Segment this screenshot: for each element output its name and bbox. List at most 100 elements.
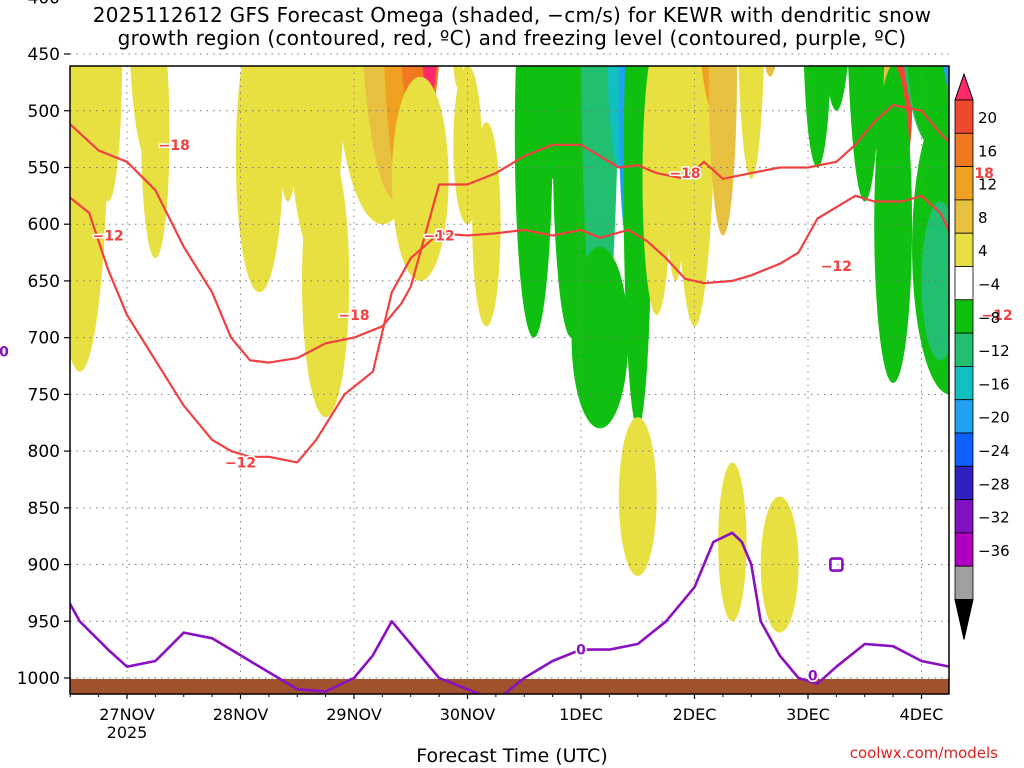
contour-closed-0 [829, 557, 844, 572]
omega-cell [468, 0, 487, 43]
omega-shading [0, 0, 1016, 633]
omega-cell [709, 0, 737, 65]
contour-label: −12 [982, 308, 1013, 324]
omega-cell [974, 0, 1002, 20]
contours [70, 104, 949, 694]
colorbar-label: −16 [978, 375, 1010, 393]
omega-cell [922, 0, 979, 65]
y-tick-label-1000: 1000 [17, 669, 60, 689]
contour-label: −18 [338, 308, 369, 324]
surface-terrain [70, 679, 949, 694]
omega-cell [718, 462, 747, 622]
colorbar-swatch [954, 432, 974, 467]
colorbar-label: −28 [978, 475, 1010, 493]
omega-cell [165, 0, 184, 65]
x-axis-title: Forecast Time (UTC) [416, 745, 608, 767]
colorbar-label: 20 [978, 109, 997, 127]
contour-label: 0 [576, 643, 586, 659]
colorbar-swatch [954, 99, 974, 134]
contour-label: 0 [0, 344, 9, 360]
y-axis: 2503003504004505005506006507007508008509… [17, 0, 70, 689]
colorbar-swatch [954, 166, 974, 201]
contour-line-−18 [70, 104, 949, 364]
contour-label: −12 [225, 455, 256, 471]
plot-frame [69, 65, 950, 695]
colorbar-label: 8 [978, 209, 988, 227]
colorbar-label: 16 [978, 142, 997, 160]
y-tick-label-800: 800 [28, 442, 60, 462]
x-tick-label-3DEC: 3DEC [786, 705, 830, 724]
omega-cell [738, 66, 764, 179]
chart-title: 2025112612 GFS Forecast Omega (shaded, −… [0, 4, 1024, 50]
colorbar-swatch [954, 532, 974, 567]
colorbar-swatch [954, 332, 974, 367]
terrain-band [70, 679, 949, 694]
x-tick-label-1DEC: 1DEC [559, 705, 603, 724]
omega-cell [571, 246, 629, 429]
contour-line-−12 [70, 194, 949, 464]
colorbar-label: −24 [978, 442, 1010, 460]
omega-cell [415, 0, 443, 65]
credit-text: coolwx.com/models [849, 744, 998, 762]
omega-cell [921, 201, 949, 361]
omega-cell [765, 66, 776, 77]
omega-cell [235, 66, 284, 293]
contour-label: −12 [92, 229, 123, 245]
contour-label: −12 [424, 229, 455, 245]
colorbar-label: −4 [978, 276, 1000, 294]
omega-cell [301, 144, 350, 418]
colorbar-label: 4 [978, 242, 988, 260]
x-tick-label-2DEC: 2DEC [673, 705, 717, 724]
omega-cell [80, 0, 99, 20]
x-tick-label-30NOV: 30NOV [440, 705, 496, 724]
omega-cell [874, 66, 913, 383]
contour-label: −12 [821, 259, 852, 275]
omega-cell [0, 0, 9, 247]
colorbar-swatch [954, 199, 974, 234]
colorbar-swatch [954, 465, 974, 500]
y-tick-label-750: 750 [28, 385, 60, 405]
colorbar-swatch [954, 499, 974, 534]
x-tick-label-29NOV: 29NOV [326, 705, 382, 724]
colorbar-label: −36 [978, 542, 1010, 560]
colorbar-label: 12 [978, 176, 997, 194]
y-tick-label-850: 850 [28, 499, 60, 519]
x-axis: 27NOV 28NOV 29NOV 30NOV 1DEC 2DEC 3DEC 4DEC 2025 [69, 694, 944, 742]
omega-cell [825, 66, 848, 111]
omega-cell [950, 0, 969, 9]
colorbar-top-arrow [954, 72, 974, 101]
chart-title-line2: growth region (contoured, red, ºC) and f… [117, 26, 907, 50]
contour-label: −18 [669, 166, 700, 182]
omega-cell [93, 66, 123, 202]
plot-area [70, 66, 949, 694]
omega-cell [264, 0, 292, 43]
omega-cell [141, 66, 170, 259]
colorbar-swatch [954, 132, 974, 168]
x-tick-year: 2025 [107, 723, 148, 742]
omega-cell [618, 417, 657, 576]
chart-title-line1: 2025112612 GFS Forecast Omega (shaded, −… [92, 3, 932, 27]
y-tick-label-600: 600 [28, 215, 60, 235]
x-tick-label-4DEC: 4DEC [900, 705, 944, 724]
omega-cell [552, 66, 591, 338]
colorbar-swatch [954, 266, 974, 301]
y-tick-label-550: 550 [28, 158, 60, 178]
contour-label: −18 [159, 138, 190, 154]
colorbar-label: −20 [978, 409, 1010, 427]
colorbar-swatch [954, 399, 974, 434]
x-tick-label-28NOV: 28NOV [213, 705, 269, 724]
colorbar-bottom-arrow [954, 599, 974, 640]
colorbar-label: −12 [978, 342, 1010, 360]
colorbar-swatch [954, 565, 974, 600]
contour-line-0 [70, 531, 949, 694]
omega-cell [708, 66, 738, 236]
y-tick-label-450: 450 [28, 45, 60, 65]
contour-label: 0 [808, 669, 818, 685]
y-tick-label-950: 950 [28, 612, 60, 632]
colorbar-swatch [954, 365, 974, 401]
y-tick-label-400: 400 [28, 0, 60, 8]
omega-cell [997, 99, 1016, 258]
